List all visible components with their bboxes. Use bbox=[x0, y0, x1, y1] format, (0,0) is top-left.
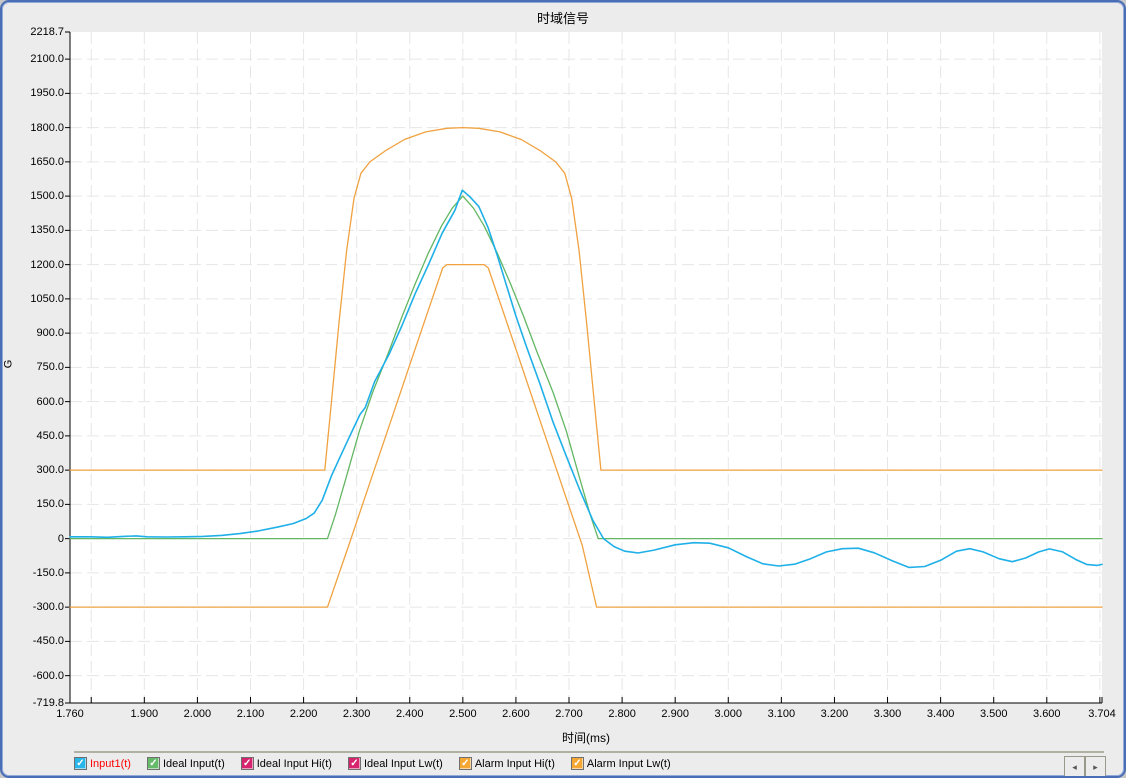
x-tick-label: 2.800 bbox=[608, 708, 636, 720]
y-axis-title: G bbox=[2, 359, 15, 369]
y-tick-label: 300.0 bbox=[36, 464, 64, 477]
x-tick-label: 3.100 bbox=[767, 708, 796, 720]
y-tick-label: 900.0 bbox=[36, 327, 64, 340]
legend-label: Ideal Input(t) bbox=[162, 757, 225, 770]
x-tick-label: 3.400 bbox=[926, 708, 955, 720]
plot-canvas[interactable] bbox=[2, 2, 1126, 747]
x-tick-label: 2.100 bbox=[236, 708, 265, 720]
legend-item[interactable]: ✓ Input1(t) bbox=[74, 757, 131, 770]
checkmark-icon: ✓ bbox=[350, 757, 359, 769]
y-tick-label: 1200.0 bbox=[30, 258, 64, 271]
y-tick-label: 450.0 bbox=[36, 429, 64, 442]
x-tick-label: 3.600 bbox=[1033, 708, 1061, 720]
legend-item[interactable]: ✓ Ideal Input Hi(t) bbox=[240, 757, 332, 770]
legend-label: Ideal Input Hi(t) bbox=[256, 757, 332, 770]
y-tick-label: 1950.0 bbox=[30, 87, 64, 100]
legend-checkbox[interactable]: ✓ bbox=[146, 757, 160, 770]
checkmark-icon: ✓ bbox=[243, 757, 252, 769]
chart-title: 时域信号 bbox=[536, 11, 589, 26]
x-tick-label: 3.704 bbox=[1088, 708, 1116, 720]
y-tick-label: 1650.0 bbox=[30, 155, 64, 168]
x-tick-label: 2.700 bbox=[555, 708, 583, 720]
legend-separator bbox=[74, 751, 1104, 753]
y-tick-label: 150.0 bbox=[36, 498, 64, 511]
y-tick-label: 1350.0 bbox=[30, 224, 64, 237]
x-tick-label: 1.760 bbox=[56, 708, 84, 720]
y-tick-label: 750.0 bbox=[36, 361, 64, 374]
y-tick-label: -600.0 bbox=[32, 669, 64, 682]
y-tick-label: -300.0 bbox=[32, 601, 64, 614]
legend-item[interactable]: ✓ Alarm Input Hi(t) bbox=[458, 757, 555, 770]
legend-item[interactable]: ✓ Ideal Input Lw(t) bbox=[347, 757, 443, 770]
legend-checkbox[interactable]: ✓ bbox=[74, 757, 87, 770]
y-tick-label: 2100.0 bbox=[30, 53, 64, 66]
x-tick-label: 2.200 bbox=[289, 708, 318, 720]
checkmark-icon: ✓ bbox=[573, 757, 582, 769]
y-tick-label: 1500.0 bbox=[30, 190, 64, 203]
legend-checkbox[interactable]: ✓ bbox=[347, 757, 361, 770]
x-tick-label: 1.900 bbox=[130, 708, 159, 720]
x-tick-label: 2.500 bbox=[449, 708, 477, 720]
y-tick-label: 0 bbox=[57, 532, 64, 545]
legend-label: Alarm Input Hi(t) bbox=[474, 757, 555, 770]
legend-item[interactable]: ✓ Alarm Input Lw(t) bbox=[570, 757, 671, 770]
checkmark-icon: ✓ bbox=[76, 757, 85, 769]
y-tick-label: 1050.0 bbox=[30, 292, 64, 305]
legend-checkbox[interactable]: ✓ bbox=[458, 757, 472, 770]
scroll-right-button[interactable]: ▸ bbox=[1085, 756, 1106, 776]
x-tick-label: 2.900 bbox=[661, 708, 689, 720]
x-tick-label: 3.000 bbox=[714, 708, 743, 720]
legend-label: Input1(t) bbox=[90, 757, 131, 770]
y-tick-label: 2218.7 bbox=[30, 26, 64, 38]
checkmark-icon: ✓ bbox=[149, 757, 158, 769]
legend-checkbox[interactable]: ✓ bbox=[240, 757, 254, 770]
scroll-left-button[interactable]: ◂ bbox=[1064, 756, 1085, 776]
x-tick-label: 3.200 bbox=[820, 708, 849, 720]
y-tick-label: 600.0 bbox=[36, 395, 64, 408]
y-tick-label: -150.0 bbox=[32, 566, 64, 579]
x-tick-label: 3.300 bbox=[873, 708, 902, 720]
legend-label: Ideal Input Lw(t) bbox=[363, 757, 443, 770]
legend: ✓ Input1(t) ✓ Ideal Input(t) ✓ Ideal Input Hi… bbox=[74, 757, 671, 770]
x-tick-label: 3.500 bbox=[979, 708, 1008, 720]
x-tick-label: 2.300 bbox=[342, 708, 371, 720]
legend-checkbox[interactable]: ✓ bbox=[570, 757, 584, 770]
legend-label: Alarm Input Lw(t) bbox=[586, 757, 671, 770]
x-tick-label: 2.000 bbox=[183, 708, 212, 720]
x-tick-label: 2.600 bbox=[502, 708, 530, 720]
y-tick-label: -450.0 bbox=[32, 635, 64, 648]
x-axis-title: 时间(ms) bbox=[562, 731, 610, 745]
y-tick-label: -719.8 bbox=[32, 697, 64, 709]
x-tick-label: 2.400 bbox=[395, 708, 424, 720]
y-tick-label: 1800.0 bbox=[30, 121, 64, 134]
checkmark-icon: ✓ bbox=[461, 757, 470, 769]
legend-item[interactable]: ✓ Ideal Input(t) bbox=[146, 757, 225, 770]
